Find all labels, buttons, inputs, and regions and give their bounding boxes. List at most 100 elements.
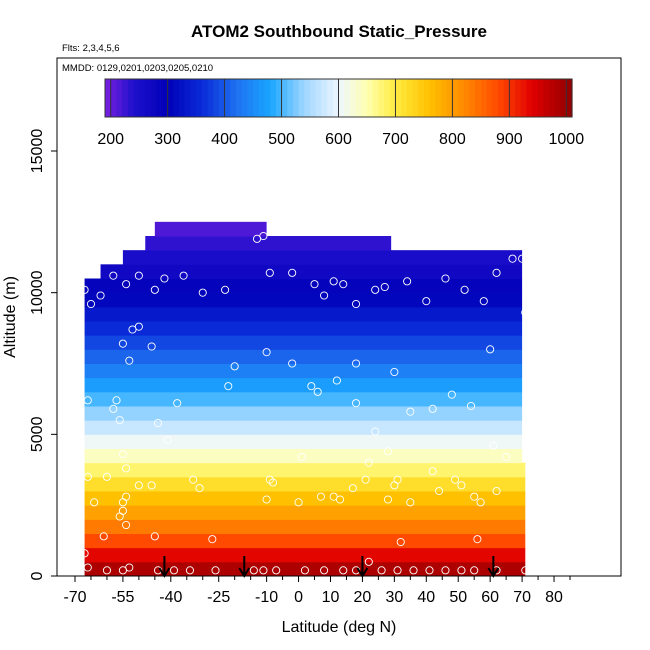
sample-point (169, 566, 179, 575)
sample-point (185, 566, 195, 575)
sample-point (208, 535, 217, 544)
colorbar-cell (184, 79, 192, 117)
sample-point (259, 566, 268, 575)
sample-point (486, 345, 495, 354)
colorbar-cell (486, 79, 493, 117)
sample-point (351, 359, 361, 368)
sample-point (518, 254, 527, 263)
x-tick-label: 0 (294, 589, 303, 606)
field-row (84, 306, 523, 322)
sample-point (329, 492, 338, 501)
sample-point (521, 566, 530, 575)
sample-point (457, 566, 466, 575)
sample-point (141, 226, 150, 235)
sample-point (147, 481, 156, 490)
colorbar-cell (446, 79, 454, 117)
colorbar-cell (458, 79, 465, 117)
sample-point (272, 566, 281, 575)
colorbar-cell (543, 79, 550, 117)
sample-point (361, 475, 370, 484)
y-axis: 0 5000 10000 15000 (29, 129, 57, 580)
sample-point (428, 404, 437, 413)
x-tick-label: 60 (481, 589, 499, 606)
flight-arrows (158, 556, 500, 578)
colorbar-cell (532, 79, 539, 117)
colorbar-cell (355, 79, 362, 117)
colorbar-cell (401, 79, 408, 117)
colorbar-cell (173, 79, 180, 117)
sample-point (109, 271, 118, 280)
sample-point (450, 475, 460, 484)
colorbar-cell (144, 79, 152, 117)
x-tick-label: 20 (354, 589, 372, 606)
colorbar-cell (196, 79, 203, 117)
field-row (84, 420, 523, 435)
sample-point (118, 339, 127, 348)
field-row (84, 363, 523, 379)
colorbar-tick-label: 600 (325, 131, 352, 148)
sample-point (316, 492, 325, 501)
colorbar-cell (179, 79, 186, 117)
field-row (84, 391, 523, 407)
colorbar-cell (116, 79, 123, 117)
sample-point (447, 390, 456, 399)
sample-point (134, 322, 143, 331)
sample-point (441, 274, 450, 283)
colorbar-cell (349, 79, 357, 117)
sample-point (163, 435, 172, 445)
flights-label: Flts: 2,3,4,5,6 (62, 43, 120, 54)
colorbar-cell (281, 79, 288, 117)
sample-point (377, 566, 386, 575)
colorbar-labels: 200 300 400 500 600 700 800 900 1000 (97, 131, 584, 148)
y-tick-label: 15000 (29, 129, 46, 174)
field-row (84, 377, 523, 393)
sample-point (441, 566, 450, 575)
colorbar-cell (201, 79, 209, 117)
field-row (84, 406, 523, 421)
sample-point (102, 472, 111, 481)
colorbar-cell (372, 79, 379, 117)
colorbar-cell (235, 79, 243, 117)
sample-point (403, 277, 412, 286)
sample-point (150, 285, 159, 294)
colorbar-cell (253, 79, 260, 117)
field-row (84, 448, 523, 464)
sample-point (489, 441, 498, 450)
colorbar-cell (389, 79, 397, 117)
sample-point (262, 348, 271, 357)
colorbar-tick-label: 400 (211, 131, 238, 148)
x-tick-label: -10 (255, 589, 278, 606)
x-tick-label: 80 (545, 589, 563, 606)
colorbar-cell (327, 79, 334, 117)
colorbar: 200 300 400 500 600 700 800 900 1000 (97, 78, 584, 148)
sample-point (383, 447, 393, 456)
x-tick-label: 10 (322, 589, 340, 606)
x-tick-label: -70 (63, 589, 86, 606)
sample-point (150, 532, 159, 541)
sample-point (115, 416, 124, 425)
sample-point (320, 291, 329, 300)
sample-point (479, 297, 488, 306)
colorbar-tick-lines (110, 79, 567, 117)
sample-point (134, 231, 143, 241)
colorbar-cell (384, 79, 391, 117)
sample-point (211, 566, 220, 575)
sample-point (118, 498, 127, 507)
colorbar-cell (475, 79, 482, 117)
colorbar-cell (537, 79, 545, 117)
colorbar-cell (292, 79, 300, 117)
sample-point (406, 407, 415, 416)
colorbar-cell (395, 79, 402, 117)
sample-point (147, 342, 156, 351)
colorbar-cell (230, 79, 237, 117)
sample-point (466, 401, 476, 411)
colorbar-cell (435, 79, 442, 117)
sample-point (428, 467, 437, 476)
field-row (145, 236, 392, 251)
colorbar-cell (332, 79, 340, 117)
colorbar-tick-label: 1000 (549, 131, 585, 148)
field-row (84, 519, 526, 534)
field-row (84, 547, 526, 563)
sample-point (396, 537, 405, 547)
